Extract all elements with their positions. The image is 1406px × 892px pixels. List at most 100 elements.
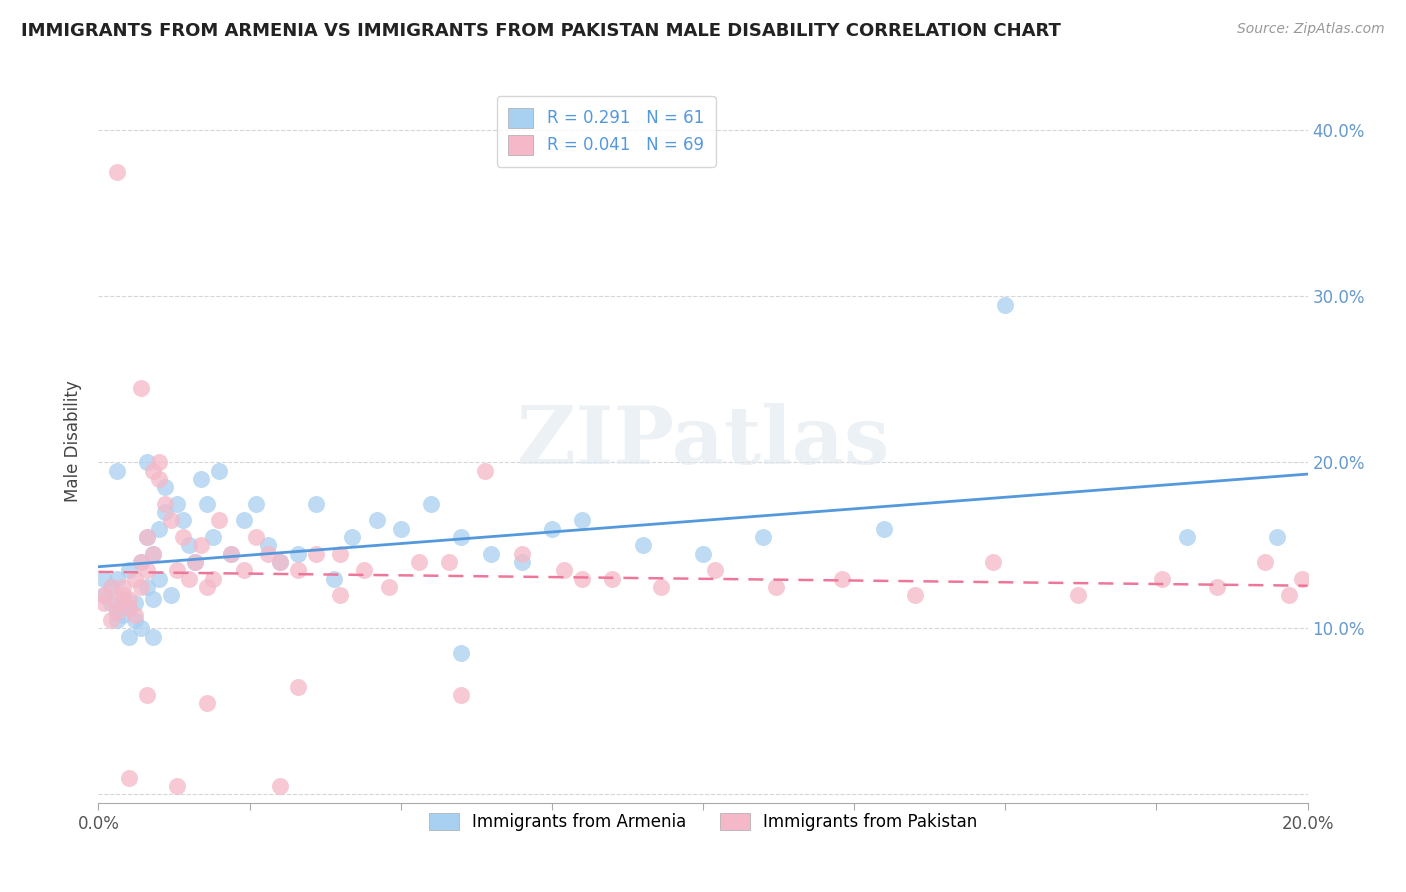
Point	[329, 588, 352, 602]
Point	[1206, 580, 1229, 594]
Point	[118, 630, 141, 644]
Point	[135, 688, 157, 702]
Point	[124, 597, 146, 611]
Point	[153, 480, 176, 494]
Point	[195, 580, 218, 594]
Point	[105, 464, 128, 478]
Point	[650, 580, 672, 594]
Point	[540, 522, 562, 536]
Point	[172, 530, 194, 544]
Point	[269, 555, 291, 569]
Point	[510, 555, 533, 569]
Point	[692, 547, 714, 561]
Point	[100, 580, 122, 594]
Point	[1254, 555, 1277, 569]
Point	[118, 563, 141, 577]
Point	[160, 513, 183, 527]
Point	[221, 547, 243, 561]
Point	[765, 580, 787, 594]
Point	[510, 547, 533, 561]
Point	[190, 538, 212, 552]
Point	[160, 588, 183, 602]
Text: ZIPatlas: ZIPatlas	[517, 402, 889, 481]
Point	[124, 572, 146, 586]
Point	[245, 530, 267, 544]
Point	[437, 555, 460, 569]
Point	[129, 555, 152, 569]
Point	[1291, 572, 1313, 586]
Point	[571, 572, 593, 586]
Point	[1267, 530, 1289, 544]
Point	[105, 164, 128, 178]
Point	[232, 563, 254, 577]
Point	[166, 779, 188, 793]
Point	[135, 530, 157, 544]
Point	[105, 605, 128, 619]
Point	[142, 547, 165, 561]
Point	[118, 771, 141, 785]
Point	[142, 464, 165, 478]
Point	[129, 580, 152, 594]
Point	[129, 555, 152, 569]
Point	[571, 513, 593, 527]
Point	[93, 588, 115, 602]
Point	[93, 572, 115, 586]
Point	[474, 464, 496, 478]
Point	[287, 680, 309, 694]
Point	[221, 547, 243, 561]
Point	[269, 555, 291, 569]
Point	[148, 455, 170, 469]
Point	[105, 613, 128, 627]
Point	[323, 572, 346, 586]
Point	[166, 563, 188, 577]
Point	[118, 591, 141, 606]
Point	[481, 547, 503, 561]
Point	[93, 597, 115, 611]
Point	[195, 497, 218, 511]
Point	[329, 547, 352, 561]
Point	[1152, 572, 1174, 586]
Point	[124, 608, 146, 623]
Point	[135, 530, 157, 544]
Point	[100, 597, 122, 611]
Point	[366, 513, 388, 527]
Point	[100, 580, 122, 594]
Point	[256, 538, 278, 552]
Point	[172, 513, 194, 527]
Point	[752, 530, 775, 544]
Point	[129, 621, 152, 635]
Point	[420, 497, 443, 511]
Point	[450, 646, 472, 660]
Y-axis label: Male Disability: Male Disability	[65, 381, 83, 502]
Point	[408, 555, 430, 569]
Point	[166, 497, 188, 511]
Text: IMMIGRANTS FROM ARMENIA VS IMMIGRANTS FROM PAKISTAN MALE DISABILITY CORRELATION : IMMIGRANTS FROM ARMENIA VS IMMIGRANTS FR…	[21, 22, 1062, 40]
Point	[153, 505, 176, 519]
Point	[129, 380, 152, 394]
Point	[631, 538, 654, 552]
Point	[342, 530, 364, 544]
Point	[111, 591, 134, 606]
Point	[389, 522, 412, 536]
Point	[553, 563, 575, 577]
Point	[105, 597, 128, 611]
Point	[202, 572, 225, 586]
Point	[269, 779, 291, 793]
Point	[450, 530, 472, 544]
Point	[184, 555, 207, 569]
Point	[105, 605, 128, 619]
Point	[124, 613, 146, 627]
Point	[135, 580, 157, 594]
Point	[148, 472, 170, 486]
Point	[100, 613, 122, 627]
Point	[118, 601, 141, 615]
Point	[704, 563, 727, 577]
Point	[208, 513, 231, 527]
Point	[111, 580, 134, 594]
Text: Source: ZipAtlas.com: Source: ZipAtlas.com	[1237, 22, 1385, 37]
Point	[245, 497, 267, 511]
Point	[305, 547, 328, 561]
Point	[148, 522, 170, 536]
Point	[256, 547, 278, 561]
Point	[153, 497, 176, 511]
